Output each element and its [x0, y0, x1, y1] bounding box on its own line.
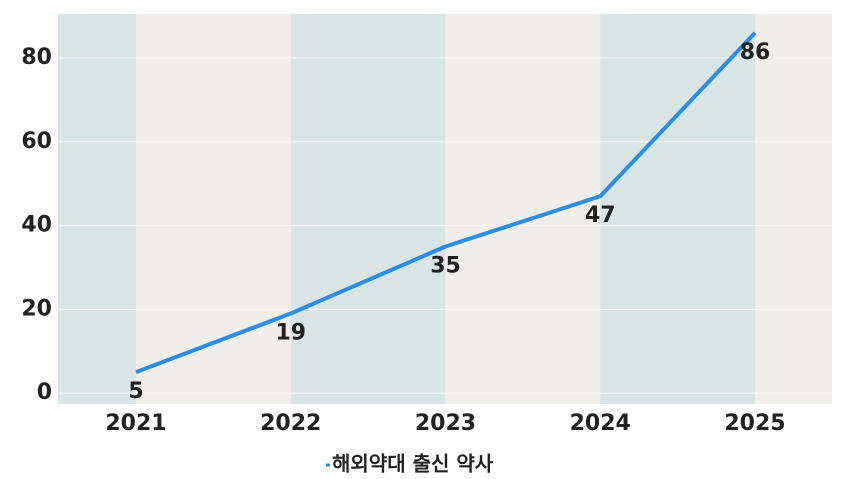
y-tick-label: 60 — [21, 129, 52, 154]
data-label: 47 — [585, 203, 616, 228]
legend-label: 해외약대 출신 약사 — [332, 452, 494, 476]
data-label: 19 — [275, 321, 306, 346]
x-tick-label: 2022 — [260, 411, 321, 436]
data-label: 5 — [128, 379, 143, 404]
data-label: 35 — [430, 253, 461, 278]
x-tick-label: 2024 — [570, 411, 631, 436]
data-label: 86 — [740, 40, 771, 65]
band — [600, 14, 755, 404]
y-tick-label: 40 — [21, 213, 52, 238]
band — [58, 14, 136, 404]
y-tick-label: 20 — [21, 296, 52, 321]
x-tick-label: 2023 — [415, 411, 476, 436]
y-tick-label: 80 — [21, 45, 52, 70]
x-tick-label: 2021 — [105, 411, 166, 436]
line — [135, 31, 757, 375]
band — [290, 14, 446, 404]
y-tick-label: 0 — [37, 380, 52, 405]
x-tick-label: 2025 — [724, 411, 785, 436]
